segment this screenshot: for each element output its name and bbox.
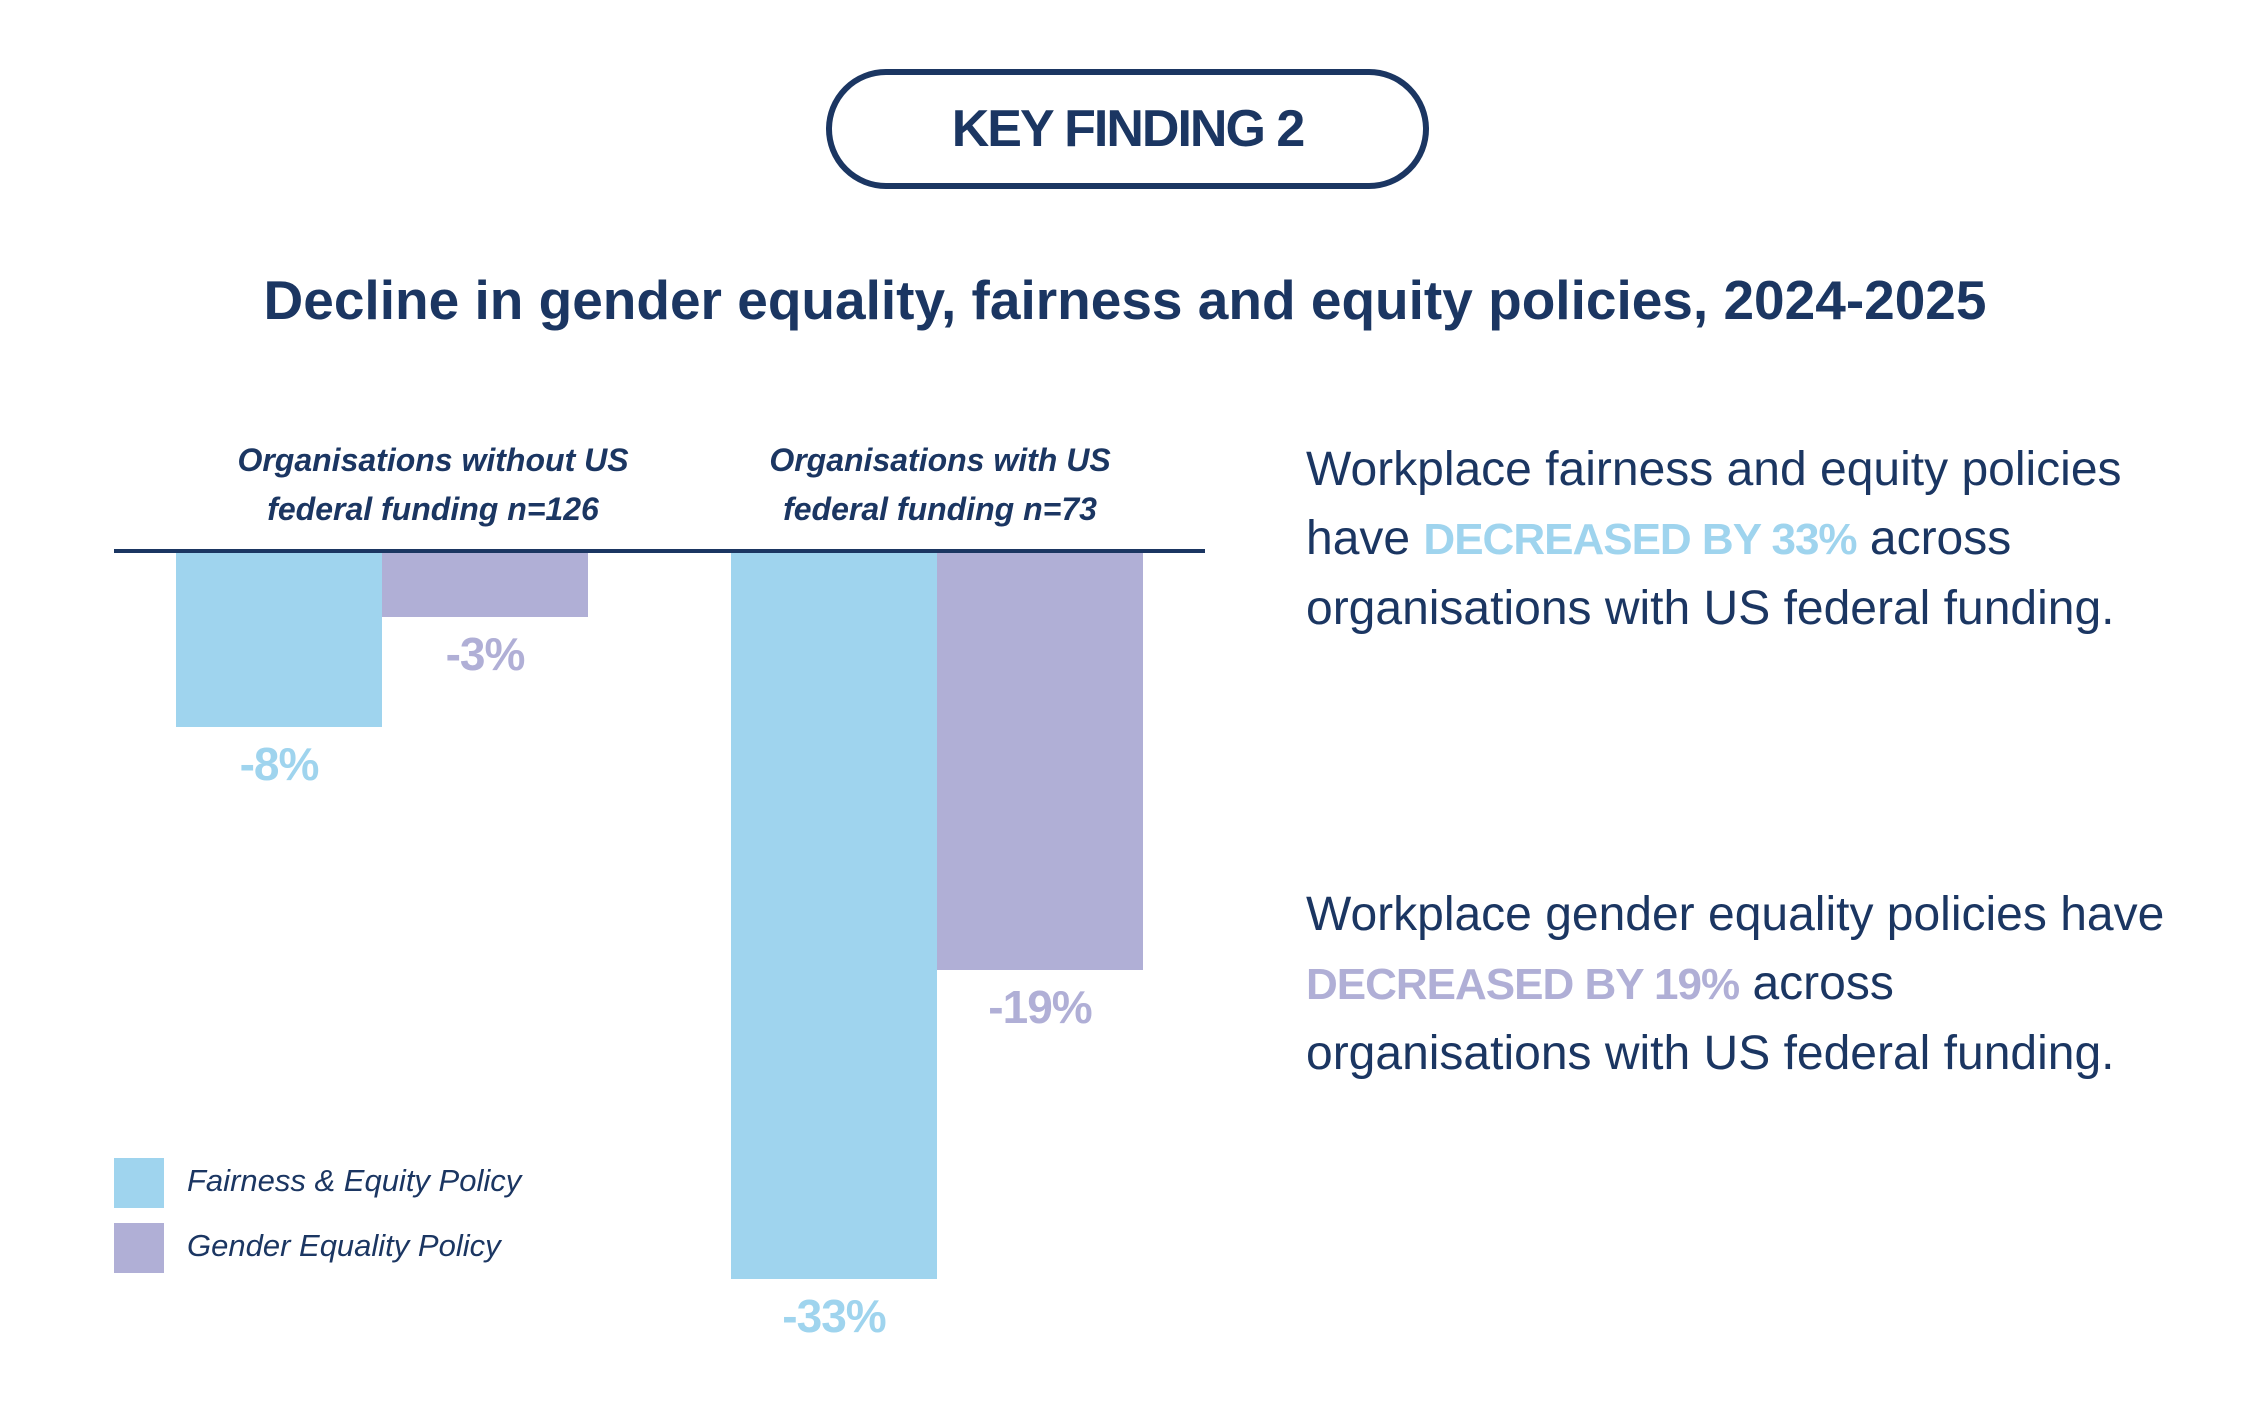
finding-paragraph-gender: Workplace gender equality policies have … — [1306, 880, 2166, 1088]
group-label-line: Organisations with US — [769, 442, 1111, 478]
paragraph-text: Workplace gender equality policies have — [1306, 888, 2165, 941]
legend-label-gender: Gender Equality Policy — [187, 1228, 501, 1263]
group-label-line: federal funding n=126 — [267, 491, 599, 527]
legend-label-fairness: Fairness & Equity Policy — [187, 1163, 522, 1198]
chart-title: Decline in gender equality, fairness and… — [263, 269, 1987, 331]
finding-paragraph-fairness: Workplace fairness and equity policies h… — [1306, 435, 2186, 643]
zero-axis-line — [114, 549, 1205, 553]
legend-swatch-gender — [114, 1223, 164, 1273]
group-label-line: Organisations without US — [237, 442, 629, 478]
bar-fairness-1 — [731, 551, 937, 1279]
bar-value-label: -3% — [445, 628, 526, 681]
bar-gender-0 — [382, 551, 588, 618]
group-label-line: federal funding n=73 — [783, 491, 1097, 527]
bar-value-label: -19% — [988, 981, 1092, 1034]
bar-value-label: -8% — [239, 738, 320, 791]
highlight-text: DECREASED BY 33% — [1423, 515, 1857, 564]
group-label-with-funding: Organisations with US federal funding n=… — [680, 436, 1200, 534]
paragraph-text: Workplace fairness and equity policies h… — [1306, 443, 2122, 565]
key-finding-badge: KEY FINDING 2 — [826, 69, 1429, 189]
bar-gender-1 — [937, 551, 1143, 971]
paragraph-text: across organisations with US federal fun… — [1306, 957, 2115, 1080]
badge-label: KEY FINDING 2 — [951, 100, 1306, 158]
bar-fairness-0 — [176, 551, 382, 728]
highlight-text: DECREASED BY 19% — [1306, 960, 1740, 1009]
group-label-without-funding: Organisations without US federal funding… — [173, 436, 693, 534]
paragraph-text: across organisations with US federal fun… — [1306, 512, 2115, 635]
bar-value-label: -33% — [782, 1289, 886, 1342]
legend-swatch-fairness — [114, 1158, 164, 1208]
